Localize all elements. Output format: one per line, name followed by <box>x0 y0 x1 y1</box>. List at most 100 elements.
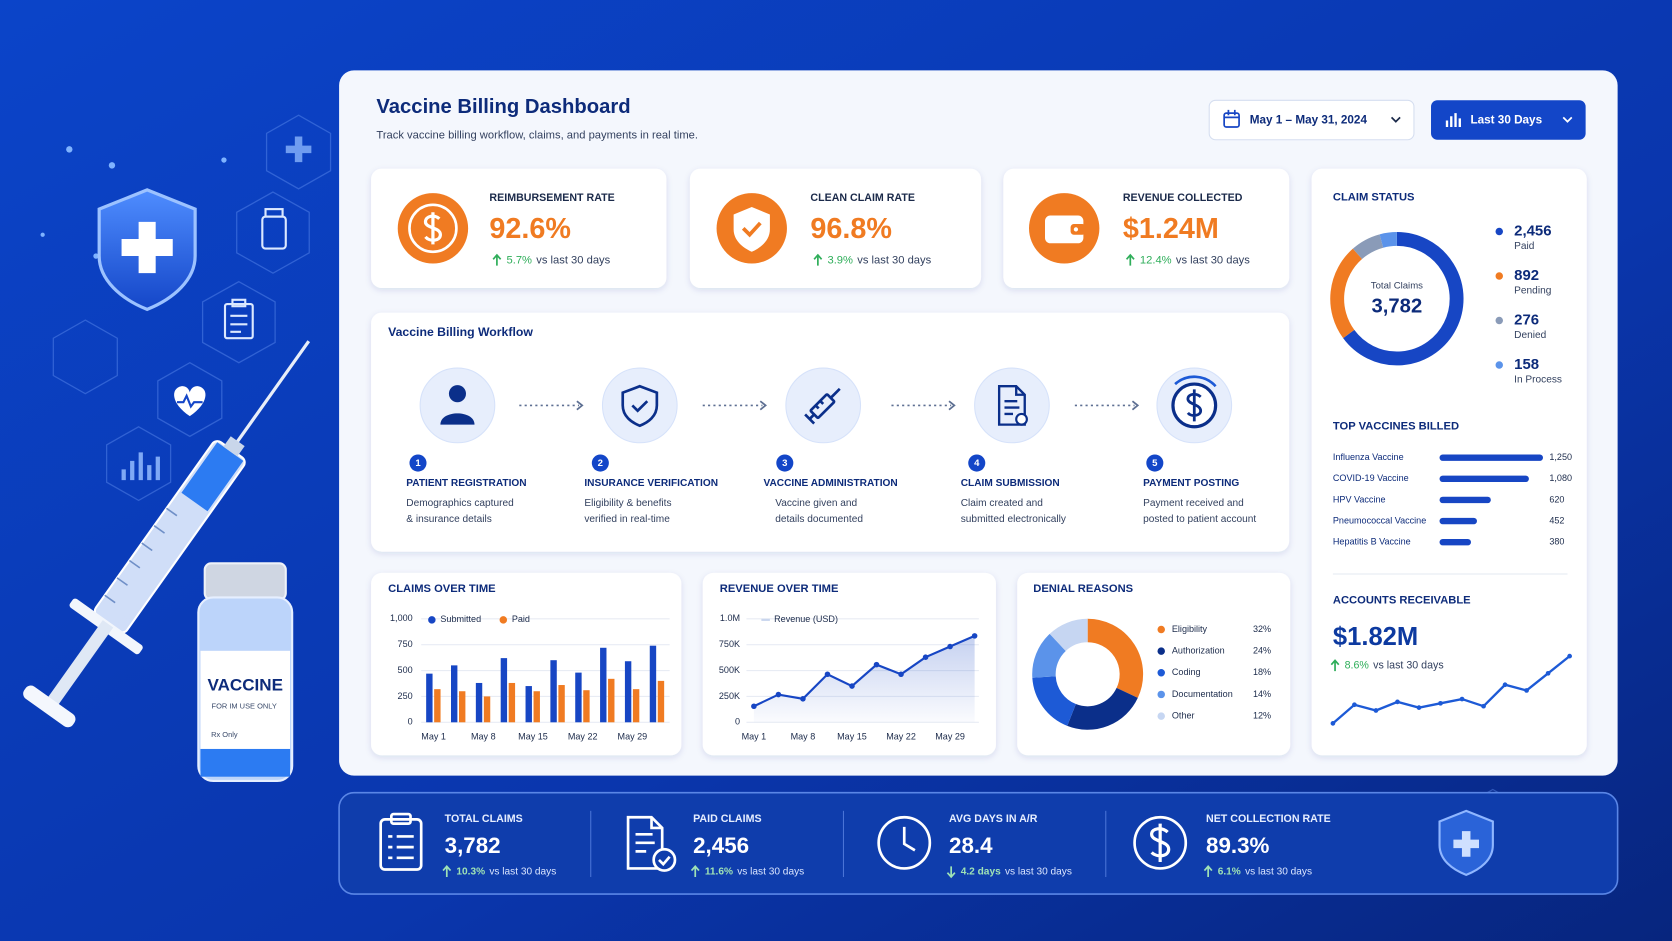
change-value: 11.6% <box>705 866 733 877</box>
change-value: 12.4% <box>1140 254 1172 266</box>
donut-segment <box>1049 618 1089 652</box>
x-tick-label: May 1 <box>421 732 446 742</box>
dashboard-subtitle: Track vaccine billing workflow, claims, … <box>376 129 698 141</box>
change: 4.2 days vs last 30 days <box>961 866 1072 877</box>
category-label: Hepatitis B Vaccine <box>1333 537 1411 547</box>
bar <box>657 680 665 723</box>
bar <box>1439 454 1543 461</box>
bar <box>608 678 615 723</box>
center-value: 3,782 <box>1372 296 1423 318</box>
y-tick-label: 0 <box>735 717 740 727</box>
step-number: 1 <box>415 458 421 469</box>
summary-label: TOTAL CLAIMS <box>445 813 523 825</box>
legend-label: In Process <box>1514 375 1562 386</box>
step-desc: posted to patient account <box>1143 514 1256 525</box>
point <box>1459 696 1465 702</box>
legend-marker <box>1495 316 1503 325</box>
y-tick-label: 1,000 <box>390 613 413 623</box>
bar-icon <box>1445 113 1461 127</box>
x-tick-label: May 22 <box>568 732 598 742</box>
y-tick-label: 1.0M <box>720 613 740 623</box>
point <box>849 683 855 689</box>
change: 11.6% vs last 30 days <box>705 866 804 877</box>
point <box>824 671 831 678</box>
trend-arrow <box>946 866 956 879</box>
period-select[interactable]: Last 30 Days <box>1431 100 1586 140</box>
legend-marker <box>499 616 508 624</box>
step-desc: Eligibility & benefits <box>584 498 671 509</box>
category-label: HPV Vaccine <box>1333 494 1386 504</box>
chevron <box>1390 116 1401 123</box>
bar <box>649 645 657 723</box>
donut-segment <box>1086 618 1144 698</box>
bar <box>600 647 607 723</box>
legend-label: Pending <box>1514 286 1551 297</box>
point <box>1524 688 1529 693</box>
bar <box>508 682 516 723</box>
summary-label: PAID CLAIMS <box>693 813 761 825</box>
value-label: 276 <box>1514 311 1539 328</box>
change-text: vs last 30 days <box>857 254 931 266</box>
vial <box>197 562 294 783</box>
legend-label: Submitted <box>440 614 481 624</box>
x-tick-label: May 15 <box>837 732 867 742</box>
step-title: VACCINE ADMINISTRATION <box>763 478 897 489</box>
bar <box>1439 475 1529 483</box>
step-badge <box>968 454 986 472</box>
date-picker[interactable]: May 1 – May 31, 2024 <box>1208 99 1415 141</box>
legend-marker <box>1157 712 1165 720</box>
change: 3.9% vs last 30 days <box>827 254 931 266</box>
legend-marker <box>1157 690 1165 699</box>
change-text: vs last 30 days <box>1176 254 1250 266</box>
y-tick-label: 500K <box>719 665 740 675</box>
chart-title: DENIAL REASONS <box>1033 583 1133 595</box>
step-title: CLAIM SUBMISSION <box>961 478 1060 489</box>
legend-label: Authorization <box>1172 646 1225 656</box>
legend-marker <box>1157 647 1165 655</box>
trend-arrow <box>492 253 502 266</box>
kpi-label: REVENUE COLLECTED <box>1123 192 1243 204</box>
area <box>753 635 975 723</box>
kpi-value: 96.8% <box>810 213 892 245</box>
chevron <box>1562 116 1573 123</box>
step-badge <box>591 454 609 472</box>
summary-value: 28.4 <box>949 833 993 858</box>
chart-title: REVENUE OVER TIME <box>720 583 839 595</box>
value-label: 158 <box>1514 356 1539 373</box>
chart-title: ACCOUNTS RECEIVABLE <box>1333 595 1471 607</box>
trend-arrow <box>1330 659 1340 672</box>
change: 10.3% vs last 30 days <box>456 866 556 877</box>
chart-card <box>1017 572 1291 756</box>
y-tick-label: 250 <box>398 691 413 701</box>
x-tick-label: May 29 <box>618 732 648 742</box>
change: 12.4% vs last 30 days <box>1140 254 1250 266</box>
period-label[interactable]: Last 30 Days <box>1470 114 1542 127</box>
bar <box>575 672 582 723</box>
category-label: COVID-19 Vaccine <box>1333 473 1409 483</box>
value-label: 1,250 <box>1549 452 1572 462</box>
side-icons <box>121 136 312 481</box>
point <box>1395 699 1400 705</box>
value-label: 380 <box>1549 537 1564 547</box>
legend-label: Denied <box>1514 330 1546 341</box>
calendar-icon <box>1223 109 1240 128</box>
trend-arrow <box>813 253 823 266</box>
period-button[interactable] <box>1431 100 1586 140</box>
trend-arrow <box>690 865 700 877</box>
date-range[interactable]: May 1 – May 31, 2024 <box>1250 114 1368 127</box>
bar <box>533 691 540 723</box>
donut-segment <box>1067 687 1138 730</box>
bar <box>550 660 557 723</box>
change-value: 6.1% <box>1218 866 1241 877</box>
point <box>800 696 806 702</box>
value-label: 14% <box>1253 689 1271 699</box>
date-box[interactable] <box>1208 99 1415 141</box>
summary-shield <box>1438 809 1494 876</box>
change-text: vs last 30 days <box>489 866 556 877</box>
step-badge <box>409 454 427 472</box>
change-text: vs last 30 days <box>737 866 804 877</box>
y-tick-label: 750 <box>398 639 413 649</box>
bar <box>451 665 458 723</box>
step-number: 4 <box>974 458 980 469</box>
bar <box>1439 496 1491 504</box>
